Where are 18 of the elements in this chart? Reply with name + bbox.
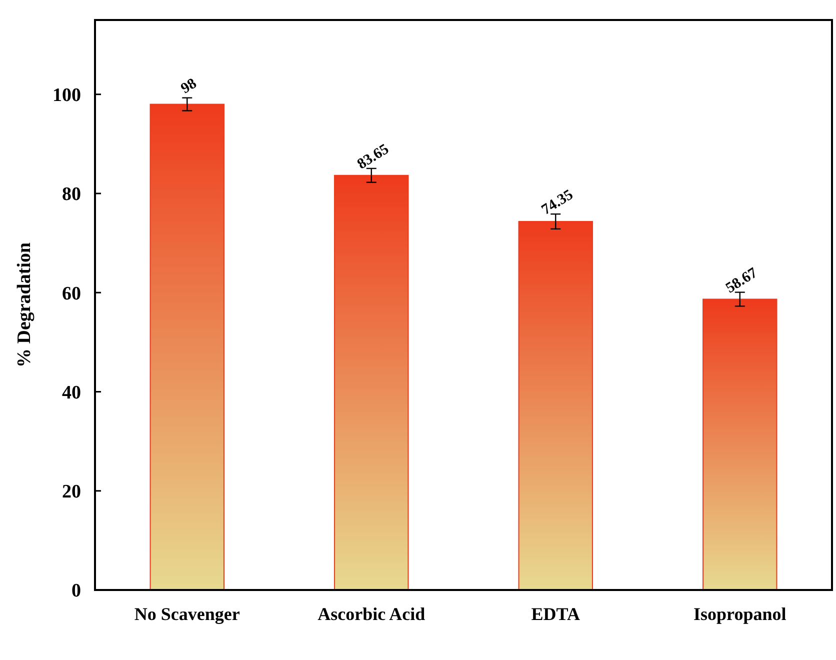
y-tick-label: 0 [72,580,81,602]
bar [518,220,593,590]
data-label: 83.65 [354,141,392,173]
data-label: 98 [178,76,200,98]
y-tick-label: 40 [62,382,81,404]
x-tick-label: No Scavenger [134,604,240,624]
data-label: 74.35 [538,186,576,218]
y-tick-label: 20 [62,482,81,503]
x-tick-label: EDTA [531,604,580,624]
bar [150,104,224,590]
y-tick-label: 60 [62,283,81,304]
y-tick-label: 100 [52,85,81,106]
x-tick-label: Ascorbic Acid [318,604,426,624]
x-tick-label: Isopropanol [694,604,786,624]
bar [334,174,409,590]
y-axis-title: % Degradation [14,242,35,368]
bar [702,298,778,590]
y-tick-label: 80 [62,184,81,206]
